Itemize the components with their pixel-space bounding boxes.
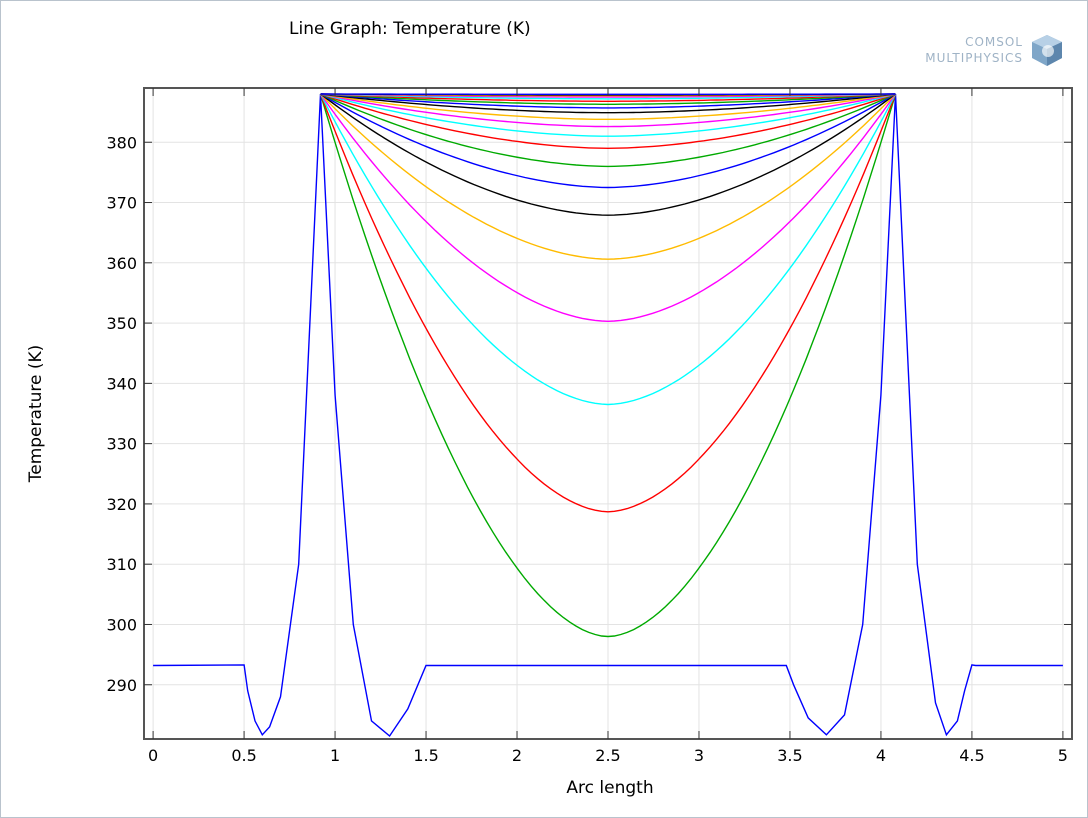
x-tick-label: 1 (330, 746, 340, 765)
series-line-7 (320, 93, 896, 216)
series-line-13 (320, 93, 896, 120)
x-tick-label: 4.5 (959, 746, 984, 765)
y-tick-label: 320 (106, 495, 137, 514)
y-tick-label: 300 (106, 615, 137, 634)
series-line-10 (320, 93, 896, 150)
series-line-3 (319, 93, 897, 513)
series-line-16 (320, 93, 896, 105)
series-line-11 (320, 93, 896, 137)
series-line-9 (320, 93, 896, 168)
series-line-2 (319, 93, 897, 638)
y-tick-label: 370 (106, 194, 137, 213)
x-tick-label: 2.5 (595, 746, 620, 765)
y-tick-label: 360 (106, 254, 137, 273)
y-tick-label: 380 (106, 133, 137, 152)
comsol-logo: COMSOL MULTIPHYSICS (869, 31, 1069, 81)
x-tick-label: 4 (876, 746, 886, 765)
series-line-17 (320, 93, 896, 102)
series-line-15 (320, 93, 896, 109)
x-tick-label: 2 (512, 746, 522, 765)
y-tick-label: 330 (106, 435, 137, 454)
series-line-18 (320, 93, 896, 100)
x-tick-label: 3 (694, 746, 704, 765)
x-tick-label: 5 (1058, 746, 1068, 765)
series-line-1 (153, 93, 1063, 738)
x-axis-label: Arc length (566, 778, 653, 798)
logo-text-multiphysics: MULTIPHYSICS (925, 51, 1023, 65)
series-line-14 (320, 93, 896, 114)
series-line-5 (319, 93, 897, 323)
y-tick-label: 290 (106, 676, 137, 695)
plot-title: Line Graph: Temperature (K) (289, 19, 531, 39)
y-tick-label: 340 (106, 374, 137, 393)
x-tick-label: 0.5 (231, 746, 256, 765)
logo-cube-icon (1032, 35, 1062, 66)
x-tick-label: 1.5 (413, 746, 438, 765)
series-line-12 (320, 93, 896, 128)
series-line-4 (319, 93, 897, 406)
logo-text-comsol: COMSOL (965, 35, 1023, 49)
y-axis-label: Temperature (K) (26, 345, 46, 484)
x-tick-label: 0 (148, 746, 158, 765)
series-line-8 (320, 93, 896, 189)
y-tick-label: 350 (106, 314, 137, 333)
x-tick-label: 3.5 (777, 746, 802, 765)
series-line-6 (319, 93, 897, 260)
y-tick-label: 310 (106, 555, 137, 574)
